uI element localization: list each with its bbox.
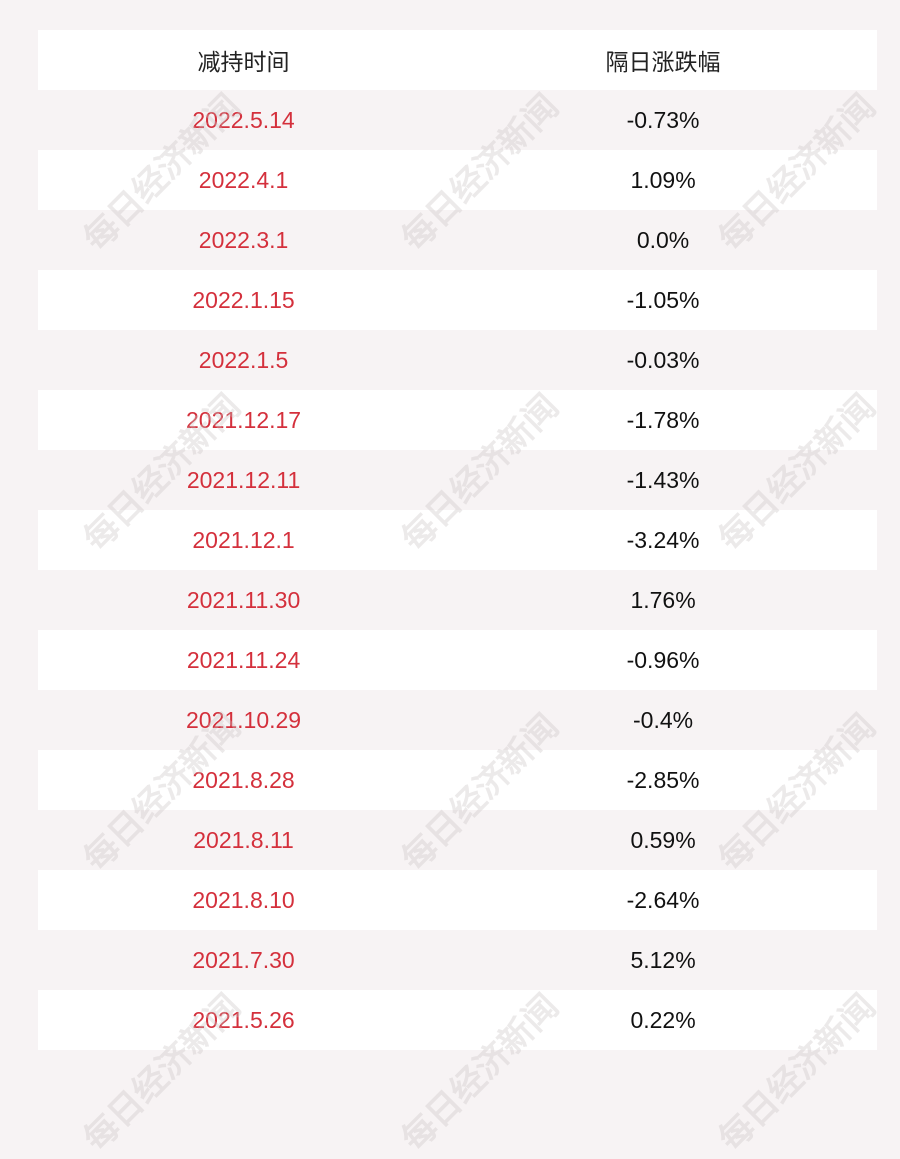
- table-row: 2021.8.10 -2.64%: [38, 870, 877, 930]
- table-row: 2021.10.29 -0.4%: [38, 690, 877, 750]
- table-row: 2022.1.5 -0.03%: [38, 330, 877, 390]
- table-row: 2021.5.26 0.22%: [38, 990, 877, 1050]
- change-cell: -0.4%: [633, 706, 694, 733]
- date-cell: 2021.5.26: [192, 1006, 295, 1033]
- table-row: 2021.11.30 1.76%: [38, 570, 877, 630]
- header-cell: 隔日涨跌幅: [605, 49, 721, 75]
- date-cell: 2021.11.30: [186, 586, 301, 613]
- table-row: 2022.4.1 1.09%: [38, 150, 877, 210]
- change-cell: -1.78%: [626, 406, 700, 433]
- date-cell: 2022.5.14: [192, 106, 295, 133]
- date-cell: 2021.8.10: [192, 886, 295, 913]
- change-cell: -0.03%: [626, 346, 700, 373]
- change-cell: -3.24%: [626, 526, 700, 553]
- table-row: 2021.12.11 -1.43%: [38, 450, 877, 510]
- change-cell: -2.64%: [626, 886, 700, 913]
- change-cell: 0.22%: [630, 1006, 696, 1033]
- header-row: 减持时间 隔日涨跌幅: [38, 30, 877, 90]
- change-cell: 1.09%: [630, 166, 696, 193]
- date-cell: 2022.4.1: [198, 166, 289, 193]
- table-row: 2022.3.1 0.0%: [38, 210, 877, 270]
- date-cell: 2021.12.1: [192, 526, 295, 553]
- change-cell: 1.76%: [630, 586, 696, 613]
- change-cell: 0.59%: [630, 826, 696, 853]
- date-cell: 2022.1.5: [198, 346, 289, 373]
- change-cell: -0.73%: [626, 106, 700, 133]
- table: 减持时间 隔日涨跌幅 2022.5.14 -0.73% 2022.4.1 1.09% 2…: [38, 30, 877, 1050]
- table-row: 2021.11.24 -0.96%: [38, 630, 877, 690]
- table-row: 2021.12.1 -3.24%: [38, 510, 877, 570]
- table-row: 2021.8.28 -2.85%: [38, 750, 877, 810]
- table-row: 2022.1.15 -1.05%: [38, 270, 877, 330]
- change-cell: -2.85%: [626, 766, 700, 793]
- date-cell: 2021.12.11: [186, 466, 301, 493]
- table-row: 2021.12.17 -1.78%: [38, 390, 877, 450]
- table-row: 2022.5.14 -0.73%: [38, 90, 877, 150]
- date-cell: 2021.7.30: [192, 946, 295, 973]
- change-cell: -1.43%: [626, 466, 700, 493]
- change-cell: -1.05%: [626, 286, 700, 313]
- change-cell: 0.0%: [636, 226, 690, 253]
- table-row: 2021.8.11 0.59%: [38, 810, 877, 870]
- date-cell: 2021.11.24: [186, 646, 301, 673]
- date-cell: 2021.8.11: [193, 826, 294, 853]
- header-cell: 减持时间: [197, 49, 290, 75]
- change-cell: 5.12%: [630, 946, 696, 973]
- date-cell: 2022.3.1: [198, 226, 289, 253]
- date-cell: 2021.10.29: [185, 706, 302, 733]
- page: 减持时间 隔日涨跌幅 2022.5.14 -0.73% 2022.4.1 1.09% 2…: [38, 30, 884, 1159]
- date-cell: 2022.1.15: [192, 286, 295, 313]
- change-cell: -0.96%: [626, 646, 700, 673]
- date-cell: 2021.12.17: [185, 406, 302, 433]
- table-row: 2021.7.30 5.12%: [38, 930, 877, 990]
- date-cell: 2021.8.28: [192, 766, 295, 793]
